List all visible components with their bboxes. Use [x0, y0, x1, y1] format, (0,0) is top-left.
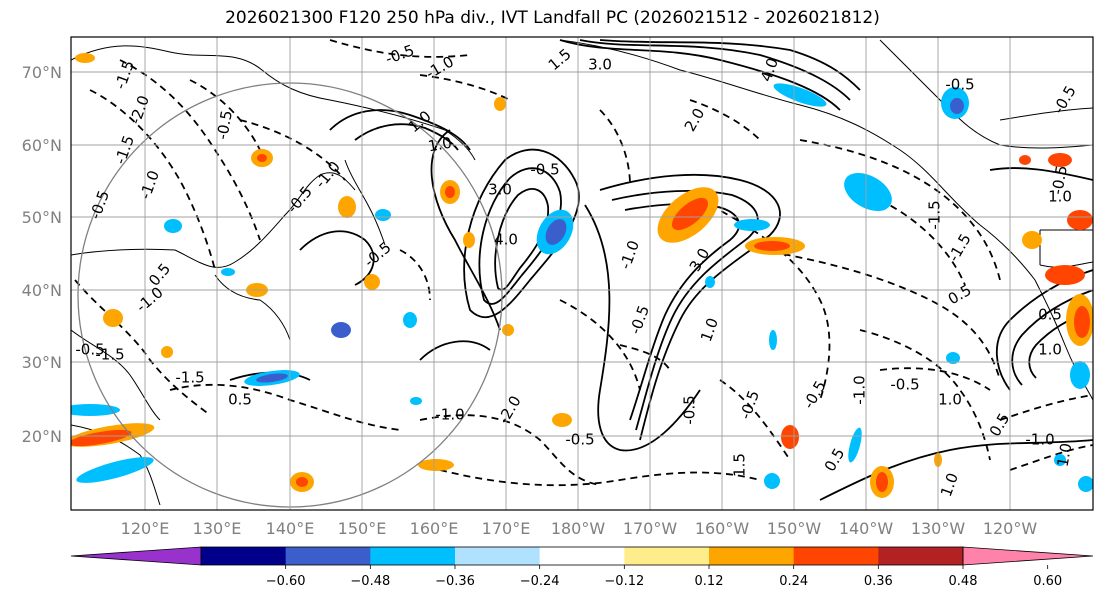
longitude-label: 170°W — [623, 519, 678, 538]
longitude-label: 160°W — [695, 519, 750, 538]
colorbar: −0.60 −0.48 −0.36 −0.24 −0.12 0.12 0.24 0.36 0.4… — [70, 546, 1094, 589]
colorbar-tick-label: −0.48 — [350, 574, 390, 589]
longitude-label: 140°W — [839, 519, 894, 538]
longitude-label: 170°E — [482, 519, 531, 538]
colorbar-segment — [539, 547, 625, 565]
longitude-labels: 120°E 130°E 140°E 150°E 160°E 170°E 180°W 170°W… — [121, 519, 1038, 538]
colorbar-tick-label: 0.12 — [695, 574, 724, 589]
contour-label: -0.5 — [681, 395, 699, 424]
latitude-label: 40°N — [22, 281, 62, 300]
longitude-label: 180°W — [551, 519, 606, 538]
contour-label: -0.5 — [1048, 164, 1071, 196]
colorbar-segment — [455, 547, 541, 565]
longitude-label: 150°E — [338, 519, 387, 538]
contour-label: -1.5 — [926, 200, 944, 229]
contour-label: -0.5 — [945, 76, 974, 94]
colorbar-segment — [624, 547, 710, 565]
longitude-label: 140°E — [266, 519, 315, 538]
colorbar-segment — [370, 547, 456, 565]
contour-label: -1.5 — [175, 369, 204, 387]
map-background — [71, 37, 1093, 510]
contour-label: 1.0 — [1048, 188, 1072, 206]
contour-label: 0.5 — [1038, 306, 1062, 324]
contour-label: 4.0 — [494, 231, 518, 249]
colorbar-tick-label: −0.60 — [266, 574, 306, 589]
contour-label: -0.5 — [890, 376, 919, 394]
contour-label: -1.0 — [851, 375, 869, 404]
contour-label: -1.0 — [1025, 431, 1054, 449]
longitude-label: 160°E — [410, 519, 459, 538]
latitude-label: 50°N — [22, 208, 62, 227]
longitude-label: 120°W — [983, 519, 1038, 538]
contour-label: 1.0 — [427, 134, 454, 156]
divergence-patches — [71, 53, 1093, 498]
colorbar-tick-label: 0.60 — [1033, 574, 1062, 589]
contour-label: 3.0 — [588, 56, 612, 74]
latitude-label: 60°N — [22, 136, 62, 155]
contour-label: -0.5 — [565, 431, 594, 449]
colorbar-tick-label: −0.36 — [435, 574, 475, 589]
colorbar-segment — [709, 547, 795, 565]
contour-label: -1.0 — [435, 406, 464, 424]
contour-label: -0.5 — [213, 109, 236, 141]
contour-label: 1.0 — [938, 391, 962, 409]
longitude-label: 150°W — [767, 519, 822, 538]
colorbar-tick-label: 0.36 — [864, 574, 893, 589]
longitude-label: 130°W — [911, 519, 966, 538]
contour-label: 1.0 — [1038, 341, 1062, 359]
contour-label: 0.5 — [228, 391, 252, 409]
contour-label: -1.5 — [95, 346, 124, 364]
contour-label: -0.5 — [530, 161, 559, 179]
colorbar-tick-label: 0.48 — [949, 574, 978, 589]
latitude-label: 70°N — [22, 63, 62, 82]
colorbar-segment — [793, 547, 879, 565]
gridlines — [71, 37, 1093, 510]
colorbar-tick-label: −0.12 — [604, 574, 644, 589]
map-title: 2026021300 F120 250 hPa div., IVT Landfa… — [225, 8, 880, 28]
latitude-labels: 70°N 60°N 50°N 40°N 30°N 20°N — [22, 63, 62, 446]
map-frame — [70, 36, 1094, 511]
colorbar-tick-label: 0.24 — [779, 574, 808, 589]
colorbar-segment — [285, 547, 371, 565]
colorbar-outline — [200, 546, 964, 566]
colorbar-extend-low — [70, 546, 202, 566]
contour-label: 1.5 — [731, 453, 749, 477]
colorbar-segment — [201, 547, 287, 565]
colorbar-tick-label: −0.24 — [520, 574, 560, 589]
longitude-label: 130°E — [193, 519, 242, 538]
contour-label: 1.0 — [1054, 442, 1076, 469]
latitude-label: 20°N — [22, 427, 62, 446]
colorbar-segment — [878, 547, 964, 565]
contour-label: -0.5 — [75, 341, 104, 359]
colorbar-extend-high — [962, 546, 1094, 566]
longitude-label: 120°E — [121, 519, 170, 538]
contour-label: 3.0 — [488, 181, 512, 199]
latitude-label: 30°N — [22, 353, 62, 372]
